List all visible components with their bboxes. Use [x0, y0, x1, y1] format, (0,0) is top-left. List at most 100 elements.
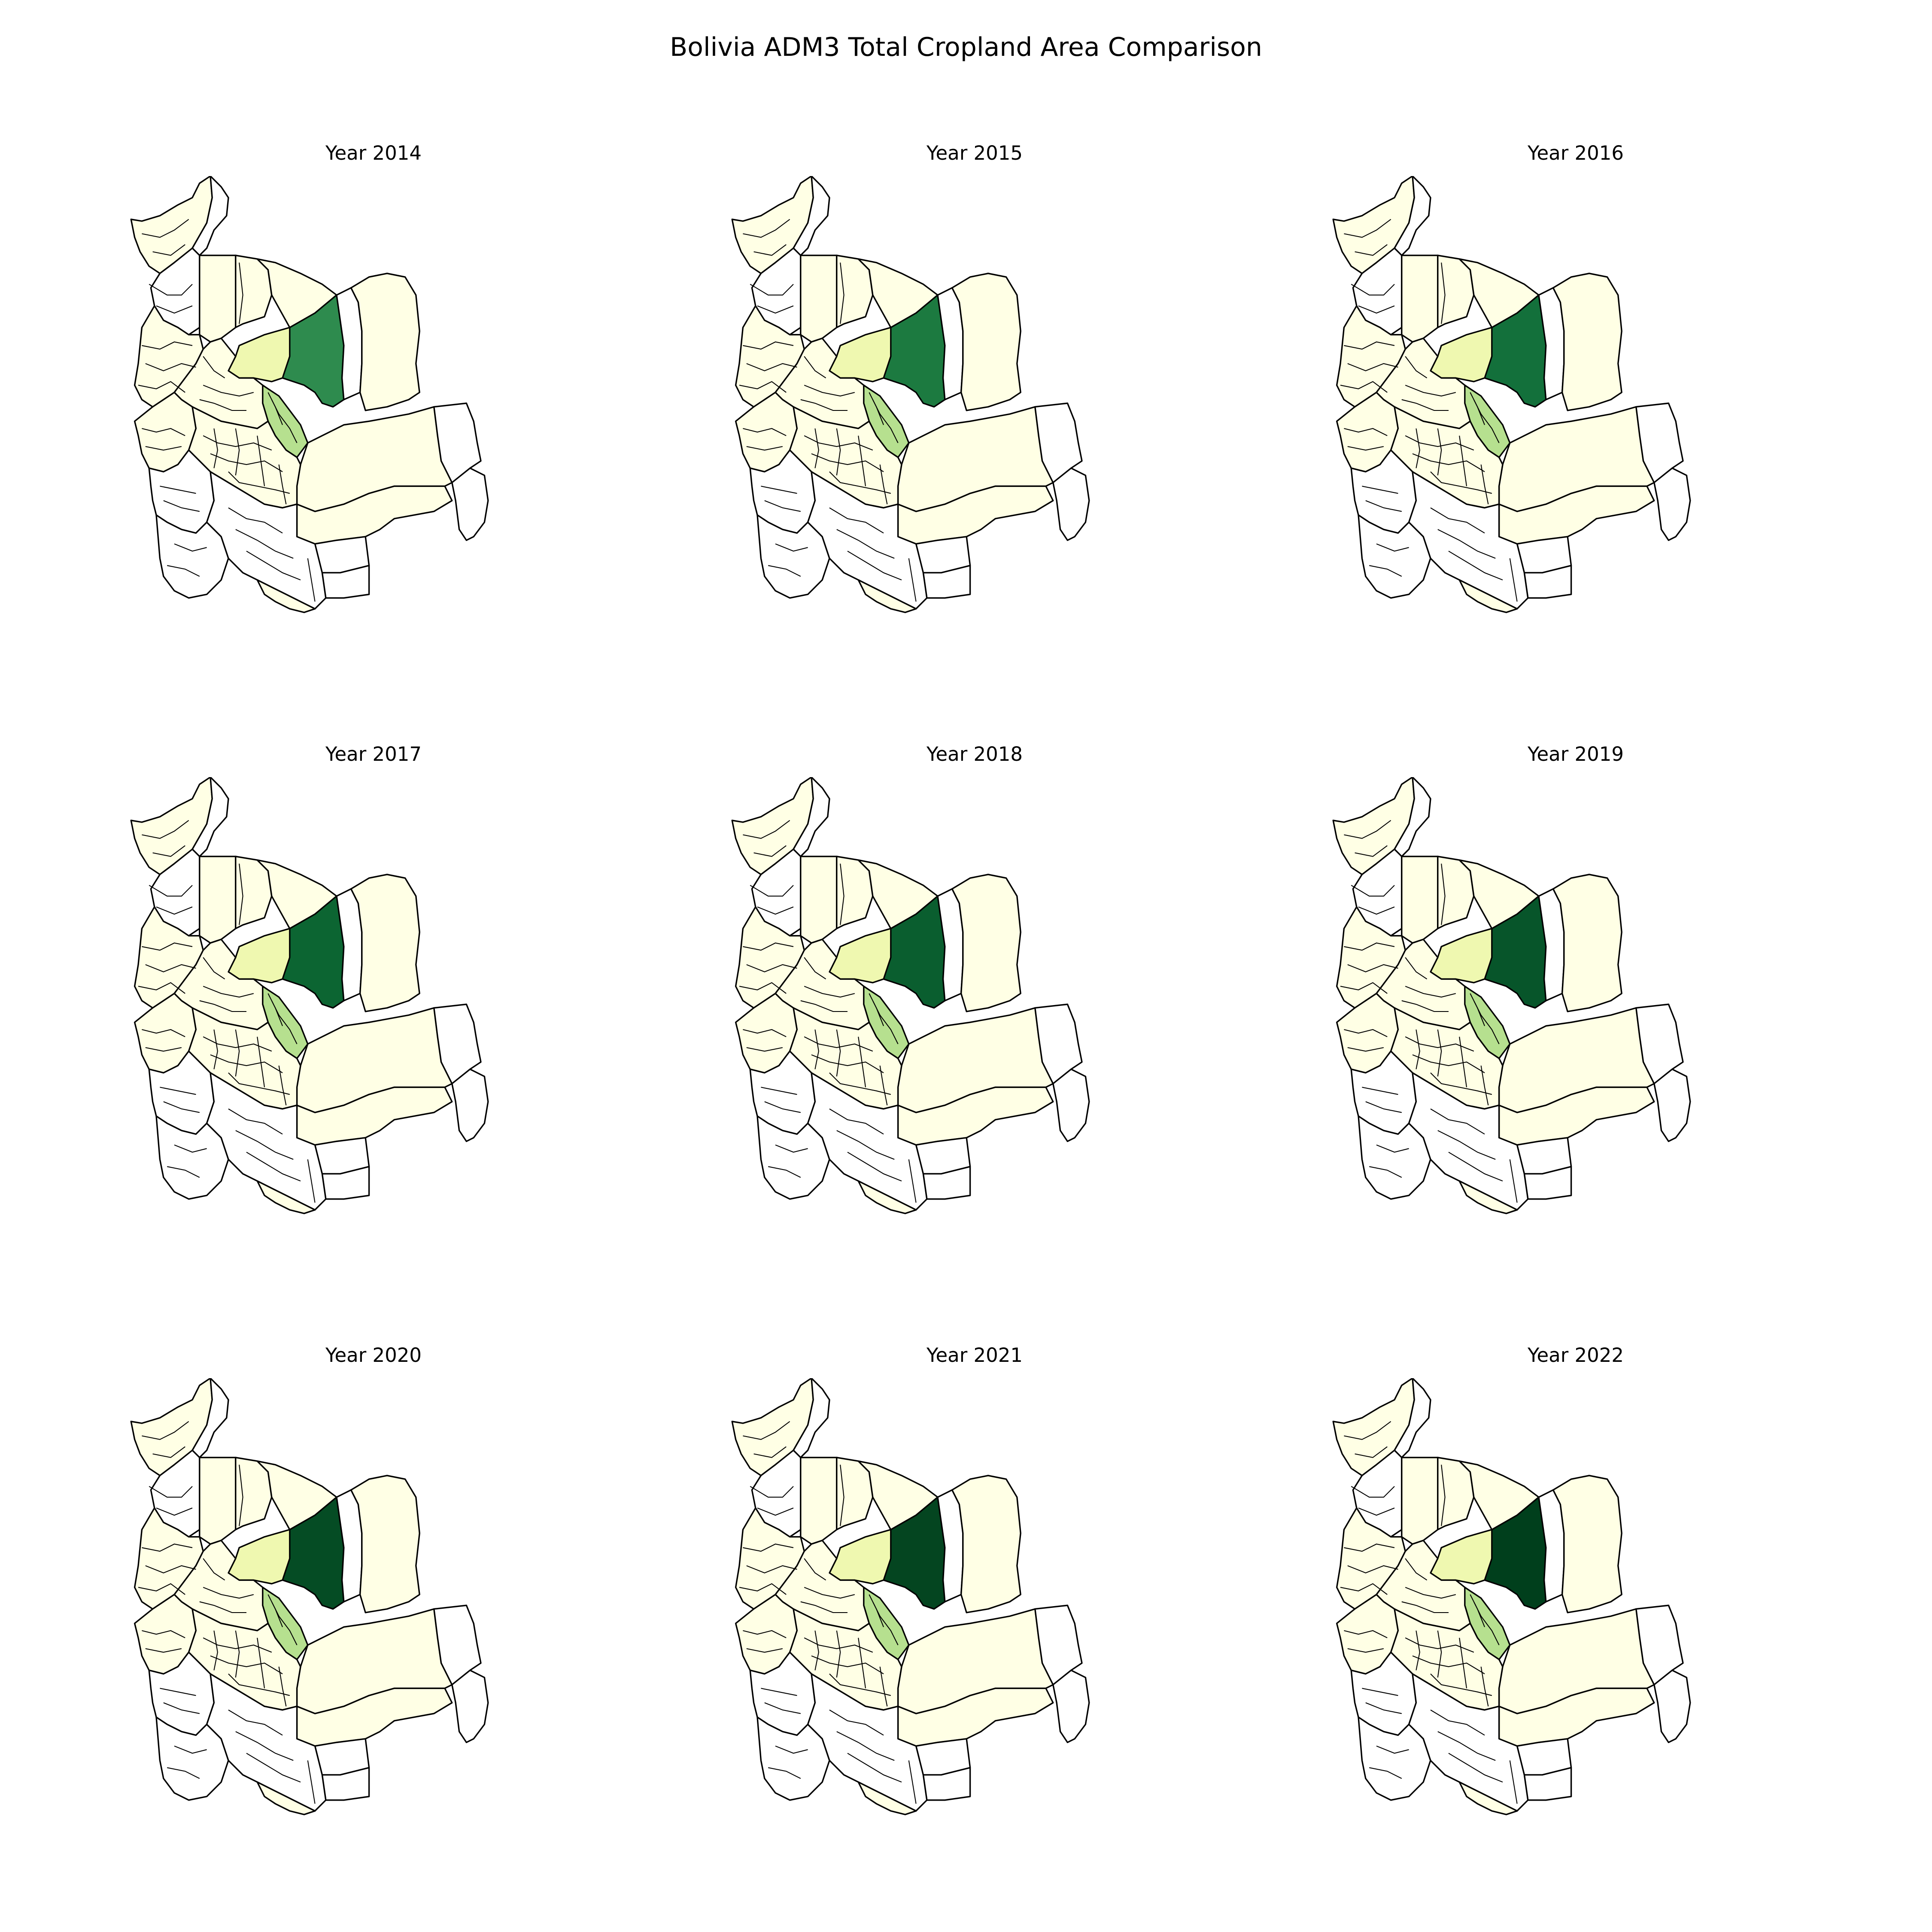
- map-panel-2017: Year 2017: [94, 743, 653, 1309]
- adm3-border: [840, 262, 844, 324]
- region-cropland-west-adjacent: [829, 928, 892, 984]
- region-potosi-south: [756, 514, 830, 599]
- adm3-border: [1362, 1688, 1398, 1696]
- adm3-border: [753, 244, 787, 256]
- adm3-border: [1430, 1072, 1492, 1095]
- adm3-border: [743, 820, 790, 839]
- adm3-border: [764, 1101, 801, 1113]
- adm3-border: [836, 428, 841, 476]
- adm3-border: [156, 906, 193, 915]
- adm3-border: [163, 500, 200, 512]
- adm3-border: [1355, 1446, 1388, 1458]
- region-potosi-south: [155, 514, 229, 599]
- region-beni-north-strip: [800, 255, 838, 343]
- adm3-border: [1344, 219, 1391, 238]
- choropleth-map: [731, 1378, 1090, 1816]
- adm3-border: [743, 1421, 790, 1440]
- adm3-border: [203, 356, 225, 379]
- adm3-border: [1376, 1144, 1409, 1153]
- adm3-border: [768, 565, 801, 577]
- adm3-border: [761, 1688, 797, 1696]
- adm3-border: [1362, 486, 1398, 494]
- adm3-border: [203, 1637, 272, 1653]
- region-santa-cruz-south-east: [451, 467, 489, 541]
- adm3-border: [753, 1446, 787, 1458]
- adm3-border: [228, 1674, 290, 1696]
- region-beni-north-strip: [199, 856, 237, 944]
- adm3-border: [804, 1637, 873, 1653]
- adm3-border: [278, 464, 287, 504]
- region-santa-cruz-north: [1552, 1475, 1622, 1613]
- region-cropland-west-adjacent: [829, 1529, 892, 1585]
- adm3-border: [739, 381, 787, 393]
- adm3-border: [235, 1029, 240, 1077]
- region-beni-north-strip: [800, 856, 838, 944]
- adm3-border: [1470, 1594, 1485, 1627]
- region-potosi-south: [155, 1115, 229, 1200]
- adm3-border: [804, 1036, 873, 1052]
- panel-title: Year 2018: [926, 743, 1023, 766]
- adm3-border: [142, 219, 189, 238]
- adm3-border: [743, 1029, 787, 1037]
- adm3-border: [1441, 262, 1446, 324]
- region-santa-cruz-east-white: [1034, 1003, 1083, 1084]
- adm3-border: [174, 1745, 207, 1754]
- adm3-border: [1347, 446, 1384, 451]
- region-chuquisaca-south: [1408, 1673, 1529, 1812]
- adm3-border: [167, 1767, 200, 1779]
- adm3-border: [1437, 1130, 1496, 1160]
- choropleth-map: [130, 777, 489, 1215]
- adm3-border: [278, 1065, 287, 1106]
- adm3-border: [743, 219, 790, 238]
- adm3-border: [152, 1446, 185, 1458]
- panel-title: Year 2020: [325, 1344, 422, 1367]
- region-santa-cruz-south-east: [1653, 1669, 1691, 1744]
- adm3-border: [743, 1543, 794, 1552]
- adm3-border: [1470, 993, 1485, 1026]
- map-panel-2016: Year 2016: [1297, 142, 1855, 708]
- adm3-border: [858, 1637, 866, 1689]
- region-potosi-south: [756, 1115, 830, 1200]
- adm3-border: [829, 1072, 891, 1095]
- region-north-pando-east: [793, 1378, 830, 1458]
- adm3-border: [228, 1072, 290, 1095]
- adm3-border: [1358, 1507, 1395, 1516]
- adm3-border: [1480, 1065, 1489, 1106]
- region-tarija-west: [857, 1781, 917, 1816]
- adm3-border: [145, 446, 182, 451]
- region-beni-north-strip: [800, 1457, 838, 1545]
- adm3-border: [1344, 428, 1388, 436]
- adm3-border: [1405, 1558, 1428, 1581]
- region-north-pando-east: [191, 176, 229, 256]
- adm3-border: [174, 543, 207, 552]
- panel-title: Year 2019: [1527, 743, 1624, 766]
- adm3-border: [145, 1047, 182, 1052]
- adm3-border: [1340, 982, 1388, 994]
- adm3-border: [836, 529, 895, 559]
- adm3-border: [753, 845, 787, 857]
- adm3-border: [757, 906, 794, 915]
- adm3-border: [246, 1151, 301, 1182]
- region-cropland-west-adjacent: [1430, 928, 1493, 984]
- adm3-border: [739, 1583, 787, 1595]
- adm3-border: [1405, 1036, 1474, 1052]
- adm3-border: [1369, 1767, 1402, 1779]
- choropleth-map: [130, 1378, 489, 1816]
- adm3-border: [743, 428, 787, 436]
- adm3-border: [1430, 1674, 1492, 1696]
- adm3-border: [267, 392, 283, 425]
- adm3-border: [1358, 305, 1395, 314]
- adm3-border: [239, 262, 243, 324]
- adm3-border: [879, 1666, 888, 1707]
- adm3-border: [746, 363, 797, 371]
- adm3-border: [1430, 1709, 1485, 1736]
- adm3-border: [235, 428, 240, 476]
- adm3-border: [750, 885, 794, 897]
- adm3-border: [160, 1688, 196, 1696]
- adm3-border: [235, 1731, 294, 1761]
- adm3-border: [235, 529, 294, 559]
- adm3-border: [908, 1760, 917, 1804]
- adm3-border: [908, 558, 917, 602]
- adm3-border: [246, 1753, 301, 1783]
- region-chuquisaca-south: [206, 1072, 327, 1211]
